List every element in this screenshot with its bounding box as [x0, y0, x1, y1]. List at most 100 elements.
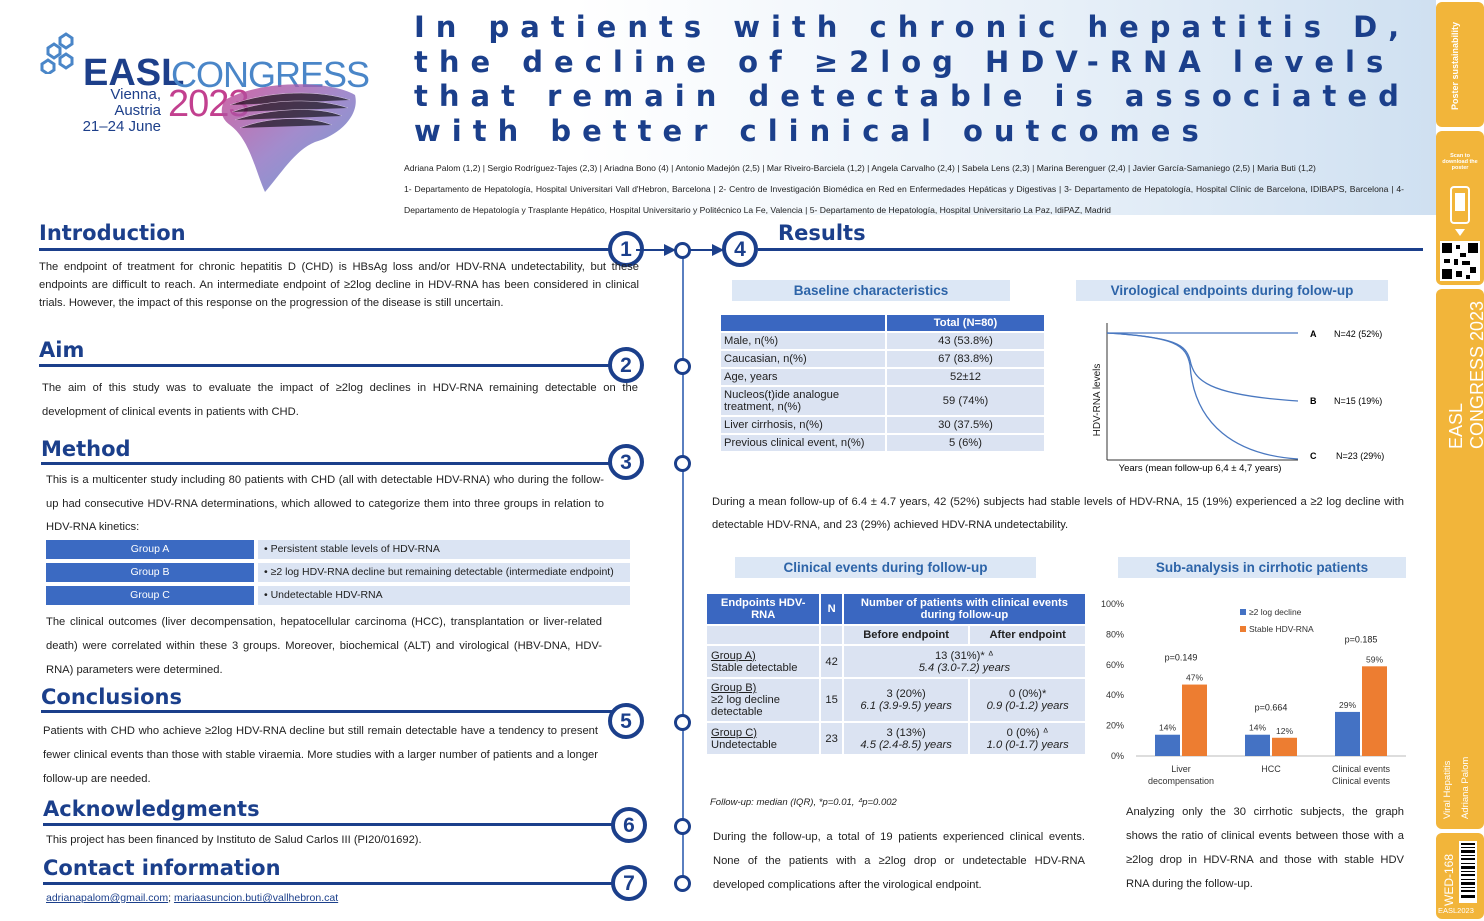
y-tick-label: 80%	[1106, 629, 1124, 639]
merged-cell: 13 (31%)* ᐞ 5.4 (3.0-7.2) years	[841, 644, 1088, 679]
table-row: Liver cirrhosis, n(%) 30 (37.5%)	[719, 415, 1046, 435]
y-tick-label: 0%	[1111, 751, 1124, 761]
th-number: Number of patients with clinical events …	[841, 592, 1088, 626]
groups-list: Group A • Persistent stable levels of HD…	[46, 540, 630, 605]
contact-emails: adrianapalom@gmail.com; mariaasuncion.bu…	[46, 892, 338, 904]
easl-logo	[40, 30, 340, 110]
group-desc: Undetectable	[711, 738, 777, 751]
results-heading: Results	[778, 221, 866, 245]
row-label: Age, years	[719, 367, 887, 387]
timeline-node-5	[674, 714, 691, 731]
bar-value-label: 14%	[1159, 723, 1176, 733]
table-row: Caucasian, n(%) 67 (83.8%)	[719, 349, 1046, 369]
baseline-table: Total (N=80) Male, n(%) 43 (53.8%) Caucas…	[719, 313, 1046, 453]
method-text-1: This is a multicenter study including 80…	[46, 474, 604, 533]
section-number-7: 7	[611, 865, 647, 901]
email-link-2[interactable]: mariaasuncion.buti@vallhebron.cat	[173, 892, 339, 904]
events-text: During the follow-up, a total of 19 pati…	[713, 831, 1085, 891]
aim-text: The aim of this study was to evaluate th…	[42, 382, 638, 418]
contact-divider	[43, 882, 619, 885]
events-time: 5.4 (3.0-7.2) years	[918, 662, 1011, 674]
group-name: Group A)	[711, 649, 756, 662]
sub-title: Sub-analysis in cirrhotic patients	[1118, 557, 1406, 578]
phone-icon	[1450, 186, 1470, 224]
line-c-letter: C	[1310, 451, 1317, 461]
group-row: Group C • Undetectable HDV-RNA	[46, 586, 630, 605]
row-label: Liver cirrhosis, n(%)	[719, 415, 887, 435]
affiliations: 1- Departamento de Hepatología, Hospital…	[404, 184, 1404, 215]
row-value: 59 (74%)	[885, 385, 1046, 417]
group-cell: Group C) Undetectable	[704, 721, 822, 756]
n-cell: 42	[819, 644, 844, 679]
ack-text: This project has been financed by Instit…	[46, 834, 422, 846]
viro-diagram: HDV-RNA levels A N=42 (52%) B N=15 (19%)…	[1092, 323, 1384, 474]
aim-heading: Aim	[39, 338, 85, 362]
aim-divider	[39, 364, 619, 367]
th-before: Before endpoint	[841, 624, 971, 646]
line-c-n: N=23 (29%)	[1336, 451, 1384, 461]
intro-heading: Introduction	[39, 221, 186, 245]
poster-code: WED-168	[1442, 853, 1456, 906]
section-number-6: 6	[611, 807, 647, 843]
timeline-node-7	[674, 875, 691, 892]
group-row: Group A • Persistent stable levels of HD…	[46, 540, 630, 559]
group-desc: ≥2 log decline detectable	[711, 694, 780, 718]
bar	[1182, 684, 1207, 756]
legend-swatch	[1240, 626, 1246, 632]
qr-code-icon	[1440, 241, 1480, 281]
before-cell: 3 (20%) 6.1 (3.9-9.5) years	[841, 677, 971, 723]
after-cell: 0 (0%)* 0.9 (0-1.2) years	[968, 677, 1087, 723]
line-b	[1106, 332, 1299, 402]
cirrhotic-bar-chart: 0% 20% 40% 60% 80% 100% 14% 47% Liver decompensat…	[1101, 599, 1406, 786]
events-value: 13 (31%)* ᐞ	[934, 650, 994, 662]
row-label: Male, n(%)	[719, 331, 887, 351]
before-cell: 3 (13%) 4.5 (2.4-8.5) years	[841, 721, 971, 756]
table-row: Male, n(%) 43 (53.8%)	[719, 331, 1046, 351]
line-a-n: N=42 (52%)	[1334, 329, 1382, 339]
y-tick-label: 60%	[1106, 660, 1124, 670]
group-label: Group B	[46, 563, 254, 582]
timeline-line	[682, 250, 684, 886]
events-value: 0 (0%) ᐞ	[1006, 727, 1049, 739]
table-header-row: Total (N=80)	[719, 313, 1046, 333]
logo-easl-text: EASL	[83, 52, 185, 94]
sidebar-topic: Viral Hepatitis	[1442, 760, 1453, 819]
authors-block: Adriana Palom (1,2) | Sergio Rodríguez-T…	[404, 158, 1404, 221]
after-cell: 0 (0%) ᐞ 1.0 (0-1.7) years	[968, 721, 1087, 756]
timeline-node-6	[674, 818, 691, 835]
bar-value-label: 12%	[1276, 726, 1293, 736]
bar	[1362, 666, 1387, 756]
sidebar-scan: Scan to download the poster	[1436, 131, 1484, 285]
section-number-3: 3	[608, 444, 644, 480]
poster-sustainability-label: Poster sustainability	[1450, 22, 1460, 111]
baseline-title: Baseline characteristics	[732, 280, 1010, 301]
th-n: N	[819, 592, 844, 626]
row-value: 30 (37.5%)	[885, 415, 1046, 435]
bar	[1245, 734, 1270, 756]
logo-dates: 21–24 June	[82, 118, 161, 135]
table-subheader-row: Before endpoint After endpoint	[704, 624, 1087, 646]
ack-heading: Acknowledgments	[43, 797, 260, 821]
bar-value-label: 47%	[1186, 673, 1203, 683]
line-a-letter: A	[1310, 329, 1317, 339]
group-desc: • Persistent stable levels of HDV-RNA	[258, 540, 630, 559]
timeline-node-3	[674, 455, 691, 472]
sidebar-footer: EASL2023	[1438, 906, 1474, 915]
p-value-label: p=0.664	[1255, 703, 1288, 713]
group-cell: Group B) ≥2 log decline detectable	[704, 677, 822, 723]
liver-illustration	[221, 84, 356, 192]
email-link-1[interactable]: adrianapalom@gmail.com	[46, 892, 169, 904]
conclusions-text: Patients with CHD who achieve ≥2log HDV-…	[43, 725, 598, 785]
intro-divider	[39, 248, 619, 251]
sidebar-congress: EASL CONGRESS 2023	[1446, 300, 1484, 449]
logo-city: Vienna, Austria	[110, 86, 161, 119]
events-time: 4.5 (2.4-8.5) years	[860, 738, 952, 751]
timeline-node-2	[674, 358, 691, 375]
contact-heading: Contact information	[43, 856, 281, 880]
group-desc: • Undetectable HDV-RNA	[258, 586, 630, 605]
results-divider	[758, 248, 1423, 251]
group-row: Group B • ≥2 log HDV-RNA decline but rem…	[46, 563, 630, 582]
line-b-n: N=15 (19%)	[1334, 396, 1382, 406]
th-endpoints: Endpoints HDV-RNA	[704, 592, 822, 626]
events-value: 3 (20%)	[886, 688, 926, 700]
